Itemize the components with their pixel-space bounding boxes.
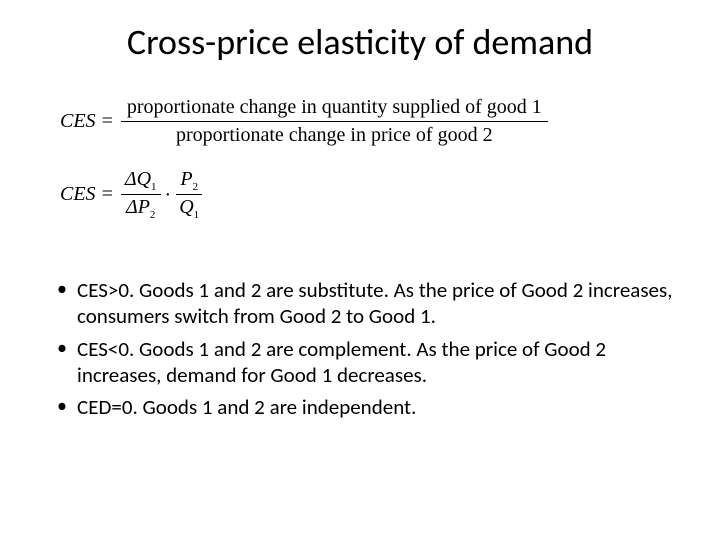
frac1-den: ΔP2 [122, 195, 159, 222]
formula1-denominator: proportionate change in price of good 2 [170, 122, 499, 149]
formula-block: CES = proportionate change in quantity s… [60, 94, 675, 222]
bullet-item: CES<0. Goods 1 and 2 are complement. As … [55, 336, 675, 389]
frac1-num-sym: ΔQ [125, 168, 151, 190]
equals-sign: = [102, 183, 113, 206]
bullet-item: CES>0. Goods 1 and 2 are substitute. As … [55, 277, 675, 330]
formula2-lhs: CES [60, 183, 96, 206]
frac1-num: ΔQ1 [121, 167, 161, 195]
frac2-num: P2 [176, 167, 202, 195]
multiply-dot: · [165, 185, 172, 205]
frac2-den-sym: Q [179, 196, 193, 218]
frac2-den-sub: 1 [194, 209, 200, 221]
slide-container: Cross-price elasticity of demand CES = p… [0, 0, 720, 540]
frac2-num-sym: P [180, 168, 192, 190]
equals-sign: = [102, 110, 113, 133]
formula-ces-words: CES = proportionate change in quantity s… [60, 94, 675, 149]
frac2-den: Q1 [175, 195, 203, 222]
word-fraction: proportionate change in quantity supplie… [121, 94, 548, 149]
fraction-deltaQ-deltaP: ΔQ1 ΔP2 [121, 167, 161, 222]
formula1-lhs: CES [60, 110, 96, 133]
frac1-num-sub: 1 [151, 181, 157, 193]
bullet-list: CES>0. Goods 1 and 2 are substitute. As … [45, 277, 675, 420]
slide-title: Cross-price elasticity of demand [45, 20, 675, 64]
frac2-num-sub: 2 [193, 181, 199, 193]
bullet-item: CED=0. Goods 1 and 2 are independent. [55, 394, 675, 420]
frac1-den-sub: 2 [150, 209, 156, 221]
fraction-P-Q: P2 Q1 [175, 167, 203, 222]
frac1-den-sym: ΔP [126, 196, 150, 218]
formula-ces-symbols: CES = ΔQ1 ΔP2 · P2 Q1 [60, 167, 675, 222]
formula1-numerator: proportionate change in quantity supplie… [121, 94, 548, 122]
